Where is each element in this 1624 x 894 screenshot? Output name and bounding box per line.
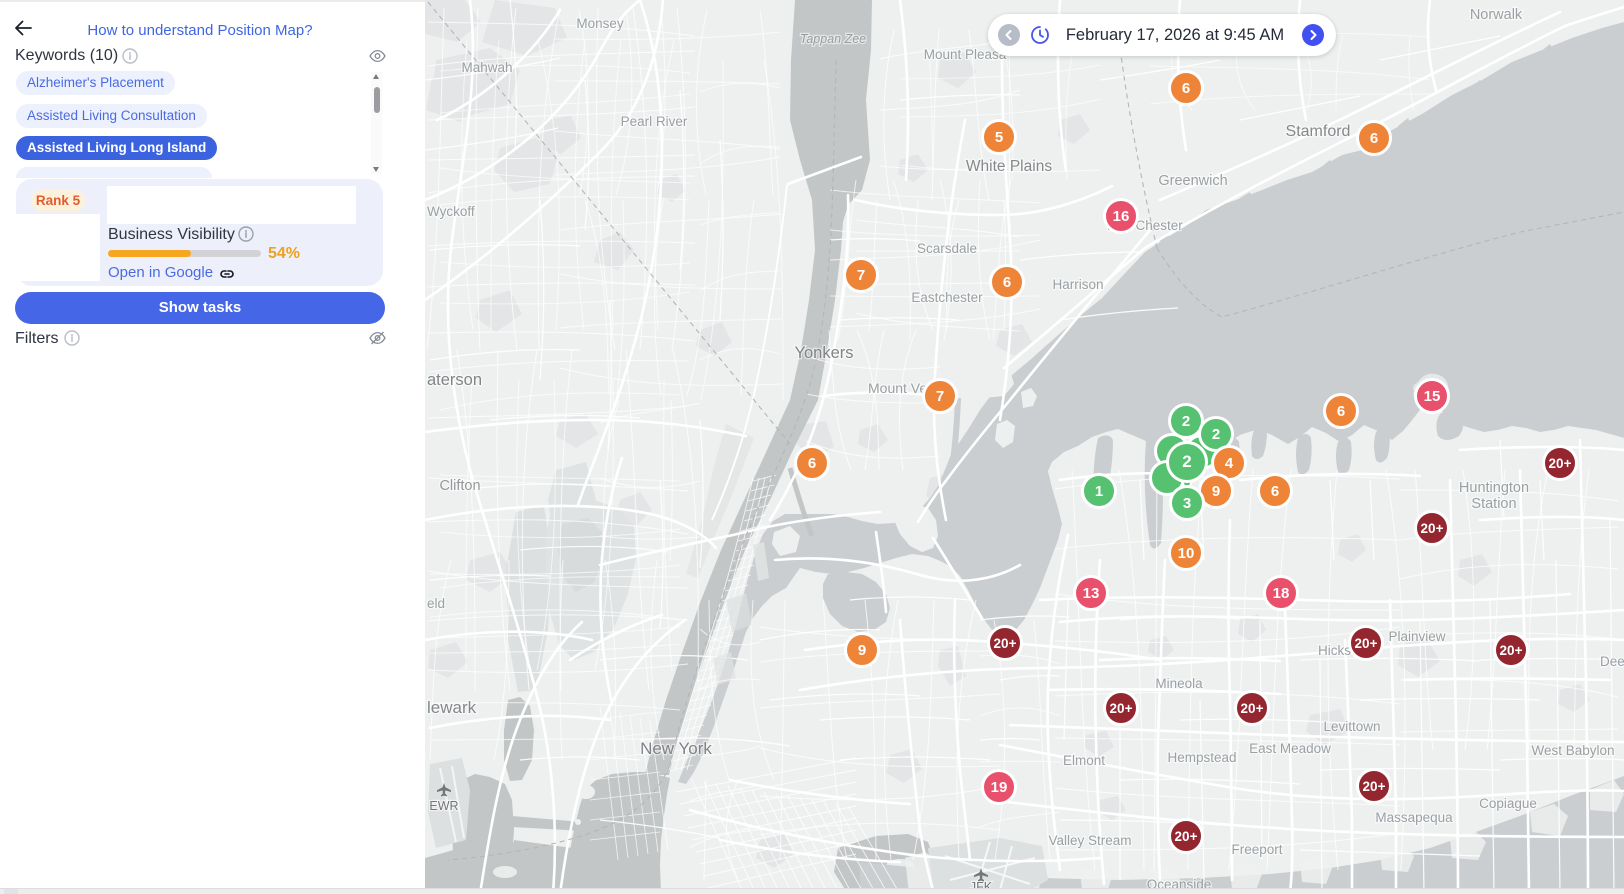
svg-text:20+: 20+ — [1421, 521, 1444, 536]
svg-text:7: 7 — [857, 267, 865, 284]
svg-text:7: 7 — [936, 388, 944, 405]
svg-text:18: 18 — [1273, 585, 1290, 602]
svg-text:3: 3 — [1183, 495, 1191, 512]
svg-text:Valley Stream: Valley Stream — [1048, 833, 1131, 848]
svg-text:aterson: aterson — [427, 371, 482, 389]
svg-text:Pearl River: Pearl River — [621, 114, 688, 129]
svg-text:1: 1 — [1095, 483, 1103, 500]
svg-text:Tappan Zee: Tappan Zee — [800, 32, 866, 46]
svg-text:Clifton: Clifton — [439, 478, 480, 494]
svg-text:6: 6 — [1003, 274, 1011, 291]
svg-text:Monsey: Monsey — [576, 16, 624, 31]
svg-text:Freeport: Freeport — [1231, 842, 1282, 857]
svg-text:Copiague: Copiague — [1479, 796, 1537, 811]
svg-text:6: 6 — [1182, 80, 1190, 97]
svg-text:Mount Pleasa: Mount Pleasa — [924, 47, 1007, 62]
svg-text:13: 13 — [1083, 585, 1100, 602]
svg-text:White Plains: White Plains — [966, 158, 1052, 175]
svg-text:6: 6 — [1370, 130, 1378, 147]
svg-text:Massapequa: Massapequa — [1375, 810, 1453, 825]
svg-text:2: 2 — [1212, 426, 1220, 443]
svg-text:16: 16 — [1113, 208, 1130, 225]
svg-text:9: 9 — [858, 642, 866, 659]
svg-text:20+: 20+ — [1241, 701, 1264, 716]
svg-text:6: 6 — [808, 455, 816, 472]
svg-text:Mineola: Mineola — [1155, 676, 1203, 691]
svg-text:10: 10 — [1178, 545, 1195, 562]
svg-text:Stamford: Stamford — [1286, 123, 1351, 140]
svg-text:15: 15 — [1424, 388, 1441, 405]
svg-text:New York: New York — [640, 739, 712, 758]
svg-text:9: 9 — [1212, 483, 1220, 500]
svg-text:eld: eld — [427, 596, 445, 611]
svg-text:20+: 20+ — [1110, 701, 1133, 716]
svg-text:Yonkers: Yonkers — [794, 344, 853, 362]
svg-text:6: 6 — [1271, 483, 1279, 500]
svg-text:Elmont: Elmont — [1063, 753, 1105, 768]
svg-text:East Meadow: East Meadow — [1249, 741, 1331, 756]
svg-text:Wyckoff: Wyckoff — [427, 204, 475, 219]
svg-text:EWR: EWR — [429, 799, 458, 813]
svg-text:20+: 20+ — [994, 636, 1017, 651]
svg-text:6: 6 — [1337, 403, 1345, 420]
svg-text:lewark: lewark — [427, 698, 477, 717]
svg-text:Station: Station — [1471, 496, 1516, 512]
svg-text:5: 5 — [995, 129, 1003, 146]
svg-text:Scarsdale: Scarsdale — [917, 241, 977, 256]
svg-text:19: 19 — [991, 779, 1008, 796]
svg-text:Norwalk: Norwalk — [1470, 7, 1523, 23]
svg-text:Plainview: Plainview — [1388, 629, 1445, 644]
svg-text:2: 2 — [1182, 413, 1190, 430]
svg-text:20+: 20+ — [1500, 643, 1523, 658]
svg-text:Greenwich: Greenwich — [1158, 173, 1227, 189]
svg-text:Levittown: Levittown — [1323, 719, 1380, 734]
svg-text:Harrison: Harrison — [1052, 277, 1103, 292]
svg-text:West Babylon: West Babylon — [1531, 743, 1614, 758]
svg-text:Deer Pa: Deer Pa — [1600, 654, 1624, 669]
svg-text:Eastchester: Eastchester — [911, 290, 983, 305]
svg-text:20+: 20+ — [1549, 456, 1572, 471]
svg-text:Mahwah: Mahwah — [461, 60, 512, 75]
svg-text:4: 4 — [1225, 455, 1234, 472]
svg-text:Hempstead: Hempstead — [1167, 750, 1236, 765]
svg-text:Huntington: Huntington — [1459, 480, 1529, 496]
svg-text:2: 2 — [1182, 452, 1191, 471]
svg-text:20+: 20+ — [1363, 779, 1386, 794]
svg-text:20+: 20+ — [1175, 829, 1198, 844]
svg-text:20+: 20+ — [1355, 636, 1378, 651]
